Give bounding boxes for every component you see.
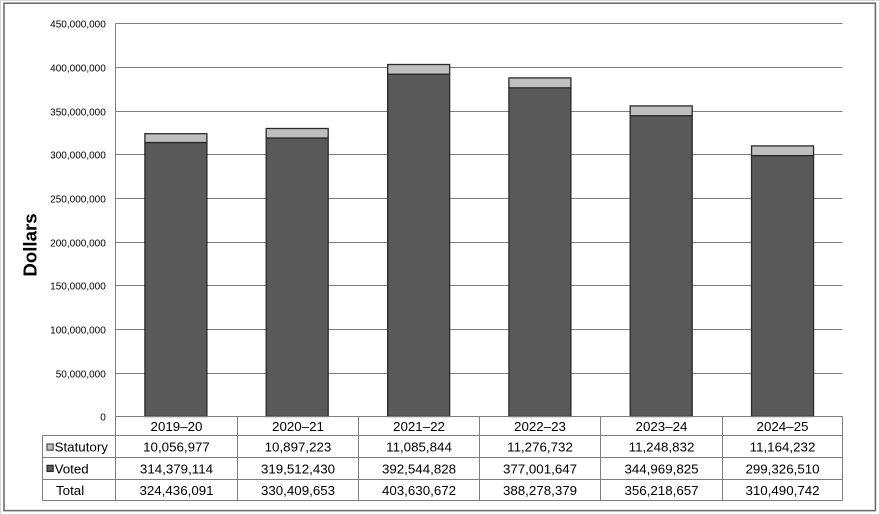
svg-text:2022–23: 2022–23: [514, 419, 566, 434]
svg-text:344,969,825: 344,969,825: [624, 461, 698, 476]
svg-text:2021–22: 2021–22: [393, 419, 445, 434]
svg-text:319,512,430: 319,512,430: [261, 461, 335, 476]
svg-text:2020–21: 2020–21: [272, 419, 324, 434]
svg-text:250,000,000: 250,000,000: [50, 194, 106, 205]
svg-text:392,544,828: 392,544,828: [382, 461, 456, 476]
svg-text:377,001,647: 377,001,647: [503, 461, 577, 476]
svg-text:Statutory: Statutory: [55, 439, 109, 454]
svg-text:356,218,657: 356,218,657: [624, 483, 698, 498]
svg-text:300,000,000: 300,000,000: [50, 150, 106, 161]
svg-text:0: 0: [100, 412, 106, 423]
svg-text:10,056,977: 10,056,977: [143, 439, 210, 454]
svg-text:11,248,832: 11,248,832: [629, 439, 695, 454]
svg-text:11,085,844: 11,085,844: [386, 439, 452, 454]
svg-text:2024–25: 2024–25: [757, 419, 809, 434]
svg-text:299,326,510: 299,326,510: [745, 461, 819, 476]
svg-text:2023–24: 2023–24: [636, 419, 688, 434]
svg-text:403,630,672: 403,630,672: [382, 483, 456, 498]
svg-text:11,164,232: 11,164,232: [750, 439, 816, 454]
svg-text:400,000,000: 400,000,000: [50, 63, 106, 74]
svg-text:Total: Total: [56, 483, 84, 498]
svg-text:350,000,000: 350,000,000: [50, 107, 106, 118]
svg-text:10,897,223: 10,897,223: [265, 439, 332, 454]
svg-text:Dollars: Dollars: [20, 213, 41, 276]
svg-text:11,276,732: 11,276,732: [507, 439, 573, 454]
svg-text:324,436,091: 324,436,091: [139, 483, 213, 498]
svg-text:50,000,000: 50,000,000: [56, 369, 106, 380]
svg-text:330,409,653: 330,409,653: [261, 483, 335, 498]
svg-text:450,000,000: 450,000,000: [50, 19, 106, 30]
svg-text:2019–20: 2019–20: [151, 419, 203, 434]
svg-text:150,000,000: 150,000,000: [50, 281, 106, 292]
svg-text:200,000,000: 200,000,000: [50, 238, 106, 249]
svg-text:100,000,000: 100,000,000: [50, 325, 106, 336]
svg-text:314,379,114: 314,379,114: [140, 461, 214, 476]
svg-text:Voted: Voted: [55, 461, 89, 476]
svg-text:310,490,742: 310,490,742: [745, 483, 819, 498]
svg-text:388,278,379: 388,278,379: [503, 483, 577, 498]
